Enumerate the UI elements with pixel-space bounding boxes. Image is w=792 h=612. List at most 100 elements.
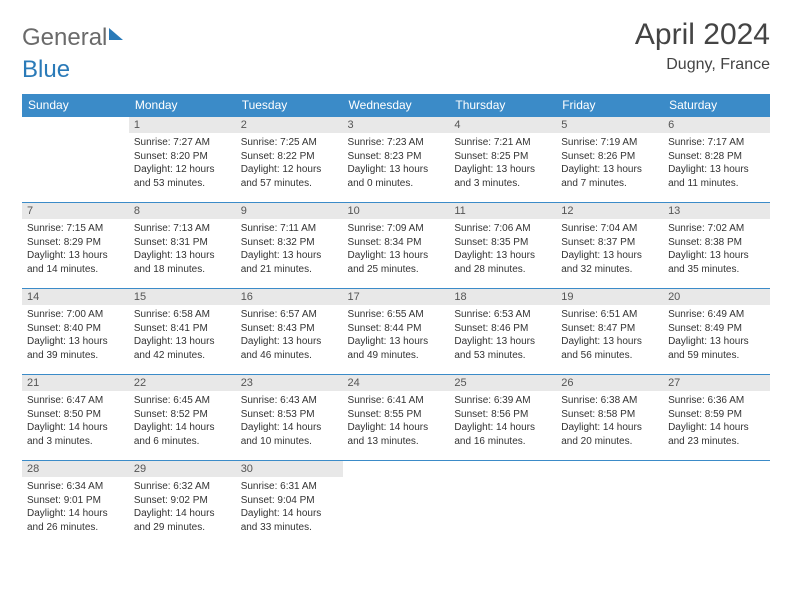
- day-detail-line: Sunset: 8:28 PM: [668, 150, 765, 164]
- day-details: Sunrise: 7:25 AMSunset: 8:22 PMDaylight:…: [236, 133, 343, 194]
- day-detail-line: and 18 minutes.: [134, 263, 231, 277]
- day-details: Sunrise: 6:39 AMSunset: 8:56 PMDaylight:…: [449, 391, 556, 452]
- day-detail-line: Sunset: 8:47 PM: [561, 322, 658, 336]
- calendar-body: 1Sunrise: 7:27 AMSunset: 8:20 PMDaylight…: [22, 117, 770, 547]
- day-detail-line: Daylight: 13 hours: [561, 335, 658, 349]
- day-detail-line: Sunrise: 6:51 AM: [561, 308, 658, 322]
- day-detail-line: and 25 minutes.: [348, 263, 445, 277]
- calendar-day-cell: 29Sunrise: 6:32 AMSunset: 9:02 PMDayligh…: [129, 461, 236, 547]
- day-detail-line: Sunrise: 6:53 AM: [454, 308, 551, 322]
- day-detail-line: and 26 minutes.: [27, 521, 124, 535]
- calendar-day-cell: 9Sunrise: 7:11 AMSunset: 8:32 PMDaylight…: [236, 203, 343, 289]
- calendar-day-cell: 20Sunrise: 6:49 AMSunset: 8:49 PMDayligh…: [663, 289, 770, 375]
- day-detail-line: Daylight: 13 hours: [561, 163, 658, 177]
- day-number: 23: [236, 375, 343, 391]
- day-details: Sunrise: 7:21 AMSunset: 8:25 PMDaylight:…: [449, 133, 556, 194]
- calendar-day-cell: 15Sunrise: 6:58 AMSunset: 8:41 PMDayligh…: [129, 289, 236, 375]
- day-detail-line: and 10 minutes.: [241, 435, 338, 449]
- day-detail-line: Daylight: 14 hours: [561, 421, 658, 435]
- calendar-day-cell: 25Sunrise: 6:39 AMSunset: 8:56 PMDayligh…: [449, 375, 556, 461]
- day-detail-line: Sunrise: 6:49 AM: [668, 308, 765, 322]
- day-detail-line: Daylight: 13 hours: [561, 249, 658, 263]
- day-detail-line: Sunset: 8:35 PM: [454, 236, 551, 250]
- day-detail-line: Sunset: 8:43 PM: [241, 322, 338, 336]
- day-detail-line: Sunrise: 7:13 AM: [134, 222, 231, 236]
- calendar-header-row: Sunday Monday Tuesday Wednesday Thursday…: [22, 94, 770, 117]
- day-detail-line: and 23 minutes.: [668, 435, 765, 449]
- day-detail-line: Daylight: 14 hours: [348, 421, 445, 435]
- day-details: Sunrise: 6:43 AMSunset: 8:53 PMDaylight:…: [236, 391, 343, 452]
- calendar-day-cell: 27Sunrise: 6:36 AMSunset: 8:59 PMDayligh…: [663, 375, 770, 461]
- day-number: [663, 461, 770, 477]
- title-block: April 2024 Dugny, France: [635, 18, 770, 74]
- weekday-header: Tuesday: [236, 94, 343, 117]
- calendar-day-cell: 7Sunrise: 7:15 AMSunset: 8:29 PMDaylight…: [22, 203, 129, 289]
- day-details: Sunrise: 7:06 AMSunset: 8:35 PMDaylight:…: [449, 219, 556, 280]
- location-label: Dugny, France: [635, 56, 770, 74]
- day-detail-line: Daylight: 14 hours: [241, 507, 338, 521]
- day-detail-line: Daylight: 13 hours: [134, 335, 231, 349]
- day-number: 5: [556, 117, 663, 133]
- day-detail-line: Daylight: 13 hours: [348, 249, 445, 263]
- calendar-day-cell: 26Sunrise: 6:38 AMSunset: 8:58 PMDayligh…: [556, 375, 663, 461]
- day-detail-line: Sunrise: 7:19 AM: [561, 136, 658, 150]
- day-detail-line: Sunset: 8:25 PM: [454, 150, 551, 164]
- day-number: [449, 461, 556, 477]
- day-detail-line: Sunset: 8:52 PM: [134, 408, 231, 422]
- day-details: [343, 477, 450, 484]
- day-details: Sunrise: 7:02 AMSunset: 8:38 PMDaylight:…: [663, 219, 770, 280]
- day-details: Sunrise: 6:49 AMSunset: 8:49 PMDaylight:…: [663, 305, 770, 366]
- day-number: 18: [449, 289, 556, 305]
- calendar-day-cell: [663, 461, 770, 547]
- day-detail-line: Sunset: 9:04 PM: [241, 494, 338, 508]
- day-detail-line: Daylight: 13 hours: [27, 249, 124, 263]
- calendar-day-cell: [556, 461, 663, 547]
- day-detail-line: Daylight: 12 hours: [241, 163, 338, 177]
- day-detail-line: Sunrise: 7:25 AM: [241, 136, 338, 150]
- day-detail-line: Daylight: 13 hours: [134, 249, 231, 263]
- calendar-day-cell: 10Sunrise: 7:09 AMSunset: 8:34 PMDayligh…: [343, 203, 450, 289]
- day-details: Sunrise: 7:17 AMSunset: 8:28 PMDaylight:…: [663, 133, 770, 194]
- day-detail-line: Daylight: 13 hours: [668, 249, 765, 263]
- day-detail-line: Sunrise: 7:02 AM: [668, 222, 765, 236]
- day-details: Sunrise: 6:47 AMSunset: 8:50 PMDaylight:…: [22, 391, 129, 452]
- day-detail-line: Sunset: 8:20 PM: [134, 150, 231, 164]
- day-number: 21: [22, 375, 129, 391]
- day-number: 29: [129, 461, 236, 477]
- day-detail-line: Daylight: 13 hours: [348, 163, 445, 177]
- day-detail-line: Daylight: 13 hours: [241, 335, 338, 349]
- day-number: 11: [449, 203, 556, 219]
- day-detail-line: Sunrise: 7:27 AM: [134, 136, 231, 150]
- day-details: [22, 133, 129, 140]
- day-detail-line: Sunset: 8:59 PM: [668, 408, 765, 422]
- weekday-header: Wednesday: [343, 94, 450, 117]
- day-detail-line: Sunset: 8:53 PM: [241, 408, 338, 422]
- day-detail-line: and 46 minutes.: [241, 349, 338, 363]
- day-detail-line: Sunrise: 7:09 AM: [348, 222, 445, 236]
- day-number: [343, 461, 450, 477]
- calendar-day-cell: 28Sunrise: 6:34 AMSunset: 9:01 PMDayligh…: [22, 461, 129, 547]
- day-detail-line: and 32 minutes.: [561, 263, 658, 277]
- day-number: 8: [129, 203, 236, 219]
- day-detail-line: Sunrise: 6:45 AM: [134, 394, 231, 408]
- logo-text-blue: Blue: [22, 56, 70, 83]
- day-number: 9: [236, 203, 343, 219]
- calendar-day-cell: 2Sunrise: 7:25 AMSunset: 8:22 PMDaylight…: [236, 117, 343, 203]
- day-details: Sunrise: 6:51 AMSunset: 8:47 PMDaylight:…: [556, 305, 663, 366]
- day-details: Sunrise: 6:31 AMSunset: 9:04 PMDaylight:…: [236, 477, 343, 538]
- calendar-day-cell: 18Sunrise: 6:53 AMSunset: 8:46 PMDayligh…: [449, 289, 556, 375]
- day-detail-line: Sunset: 8:46 PM: [454, 322, 551, 336]
- day-details: Sunrise: 6:34 AMSunset: 9:01 PMDaylight:…: [22, 477, 129, 538]
- day-number: 24: [343, 375, 450, 391]
- day-detail-line: Daylight: 14 hours: [134, 507, 231, 521]
- calendar-day-cell: 11Sunrise: 7:06 AMSunset: 8:35 PMDayligh…: [449, 203, 556, 289]
- day-detail-line: Daylight: 14 hours: [134, 421, 231, 435]
- calendar-day-cell: [22, 117, 129, 203]
- day-details: Sunrise: 6:55 AMSunset: 8:44 PMDaylight:…: [343, 305, 450, 366]
- day-details: Sunrise: 6:58 AMSunset: 8:41 PMDaylight:…: [129, 305, 236, 366]
- calendar-day-cell: 19Sunrise: 6:51 AMSunset: 8:47 PMDayligh…: [556, 289, 663, 375]
- day-detail-line: and 20 minutes.: [561, 435, 658, 449]
- day-detail-line: Daylight: 13 hours: [348, 335, 445, 349]
- day-detail-line: and 7 minutes.: [561, 177, 658, 191]
- day-detail-line: and 28 minutes.: [454, 263, 551, 277]
